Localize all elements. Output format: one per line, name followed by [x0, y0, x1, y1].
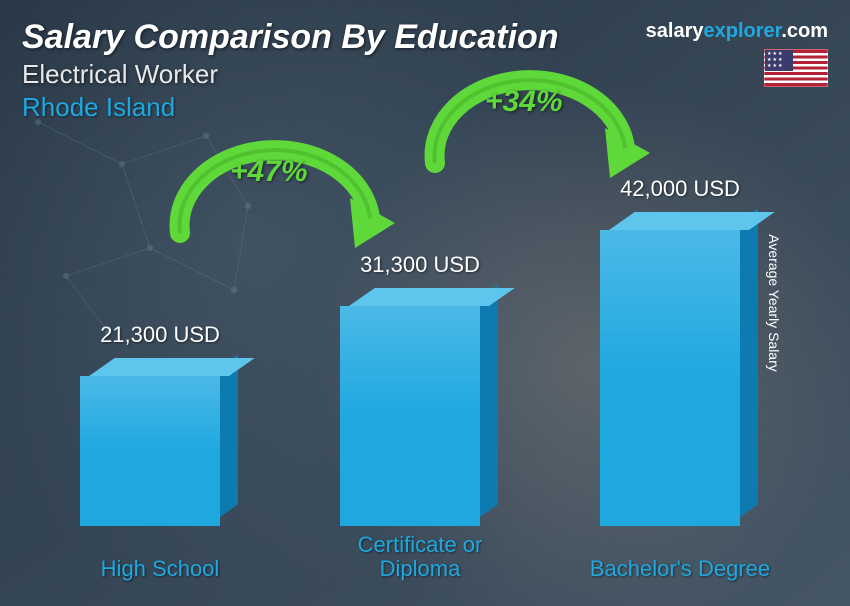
chart-subtitle: Electrical Worker: [22, 59, 559, 90]
bar-side: [480, 284, 498, 517]
bar-value: 21,300 USD: [70, 322, 250, 348]
y-axis-label: Average Yearly Salary: [765, 234, 781, 372]
bar-category-label: High School: [60, 557, 260, 581]
bar-side: [220, 354, 238, 517]
bar-face: [80, 376, 220, 526]
bar-category-label: Certificate or Diploma: [320, 533, 520, 581]
bar-top: [609, 212, 775, 230]
brand-part1: salary: [646, 20, 704, 42]
bar-side: [740, 208, 758, 517]
bar-category-label: Bachelor's Degree: [580, 557, 780, 581]
header: Salary Comparison By Education Electrica…: [22, 18, 559, 123]
brand-part3: .com: [781, 20, 828, 42]
bar-face: [600, 230, 740, 526]
brand-text: salaryexplorer.com: [646, 20, 828, 43]
chart-location: Rhode Island: [22, 92, 559, 123]
bar-top: [89, 358, 255, 376]
chart-title: Salary Comparison By Education: [22, 18, 559, 57]
increase-percentage: +47%: [230, 155, 308, 189]
bar-face: [340, 306, 480, 526]
bar-top: [349, 288, 515, 306]
brand-part2: explorer: [703, 20, 781, 42]
us-flag-icon: [764, 49, 828, 87]
brand-block: salaryexplorer.com: [646, 20, 828, 87]
